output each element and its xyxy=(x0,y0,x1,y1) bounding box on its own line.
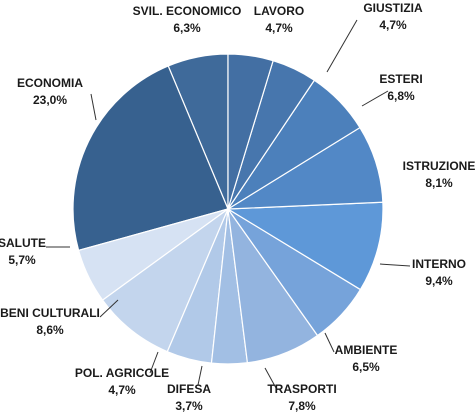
slice-value-giustizia: 4,7% xyxy=(379,18,407,32)
slice-value-pol-agricole: 4,7% xyxy=(108,383,136,397)
slice-label-difesa: DIFESA xyxy=(167,382,211,396)
leader-line-ambiente xyxy=(324,332,335,353)
pie-slice-lavoro xyxy=(227,53,274,210)
slice-value-difesa: 3,7% xyxy=(175,399,203,413)
slice-label-svil-economico: SVIL. ECONOMICO xyxy=(133,4,242,18)
slice-label-giustizia: GIUSTIZIA xyxy=(363,1,423,15)
slice-label-lavoro: LAVORO xyxy=(254,4,304,18)
leader-lines xyxy=(46,19,411,389)
slice-label-beni-culturali: BENI CULTURALI xyxy=(0,306,100,320)
leader-line-giustizia xyxy=(326,19,358,73)
slice-label-ambiente: AMBIENTE xyxy=(335,343,398,357)
slice-label-economia: ECONOMIA xyxy=(17,76,83,90)
leader-line-economia xyxy=(90,93,97,121)
slice-label-esteri: ESTERI xyxy=(379,72,422,86)
pie-slice-beni-culturali xyxy=(101,207,230,353)
leader-line-beni-culturali xyxy=(99,299,119,318)
pie-slice-economia xyxy=(72,65,229,252)
leader-line-pol-agricole xyxy=(149,351,159,374)
slice-value-lavoro: 4,7% xyxy=(265,21,293,35)
slice-label-interno: INTERNO xyxy=(412,257,466,271)
leader-line-interno xyxy=(379,263,411,267)
slice-value-interno: 9,4% xyxy=(425,274,453,288)
slice-value-istruzione: 8,1% xyxy=(425,176,453,190)
slice-label-salute: SALUTE xyxy=(0,236,46,250)
leader-line-difesa xyxy=(197,365,203,386)
slice-value-economia: 23,0% xyxy=(33,93,67,107)
slice-value-salute: 5,7% xyxy=(8,253,36,267)
pie-slice-interno xyxy=(226,201,384,291)
leader-line-trasporti xyxy=(264,367,277,389)
slice-value-ambiente: 6,5% xyxy=(352,360,380,374)
slice-label-pol-agricole: POL. AGRICOLE xyxy=(75,366,169,380)
slice-value-svil-economico: 6,3% xyxy=(173,21,201,35)
pie-slices xyxy=(72,53,384,365)
leader-line-esteri xyxy=(361,90,389,107)
slice-value-esteri: 6,8% xyxy=(387,89,415,103)
slice-label-trasporti: TRASPORTI xyxy=(267,382,336,396)
slice-value-trasporti: 7,8% xyxy=(288,399,316,413)
slice-label-istruzione: ISTRUZIONE xyxy=(403,159,476,173)
slice-value-beni-culturali: 8,6% xyxy=(36,323,64,337)
